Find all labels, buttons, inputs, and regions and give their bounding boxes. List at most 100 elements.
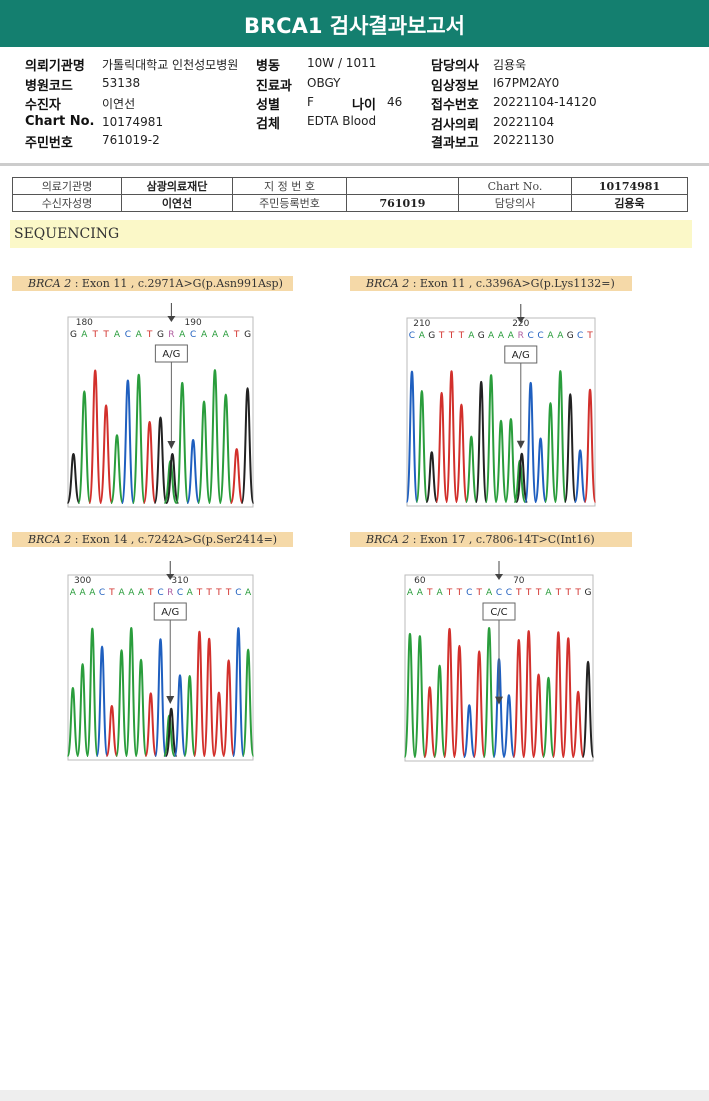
trace-peak [134,658,148,757]
base-letter: A [114,330,121,340]
trace-peak [551,631,565,758]
trace-peak [202,637,216,757]
trace-peak [241,648,255,757]
trace-peak [197,400,212,504]
base-letter: C [577,331,583,341]
base-position: 190 [185,318,202,328]
trace-peak [583,388,597,503]
trace-peak [165,452,180,504]
trace-peak [445,370,458,503]
base-letter: A [81,330,88,340]
trace-peak [573,449,587,503]
base-letter: A [136,330,143,340]
trace-peak [85,627,99,757]
base-position: 70 [513,576,525,586]
base-letter: T [574,588,581,598]
trace-peak [524,381,538,503]
base-letter: C [190,330,196,340]
arrow-head [516,317,525,323]
info-label: 검사의뢰 [431,118,479,133]
base-position: 210 [413,319,430,329]
trace-peak [218,393,233,504]
info-value: I67PM2AY0 [493,76,560,90]
trace-peak [403,632,417,758]
base-position: 300 [74,576,91,586]
info-label: 수진자 [25,98,61,113]
variant: : Exon 14 , c.7242A>G(p.Ser2414=) [71,533,278,546]
info-value: 10174981 [102,115,164,129]
trace-peak [162,714,176,757]
trace-peak [232,627,245,757]
base-letter: A [468,331,475,341]
base-letter: A [486,588,493,598]
cell: 김용욱 [571,194,688,212]
base-letter: A [417,588,424,598]
trace-peak [66,452,81,504]
trace-peak [532,673,546,758]
trace-peak [124,626,138,757]
base-letter: T [196,588,203,598]
base-letter: A [80,588,87,598]
pointer-head [166,696,175,704]
trace-peak [553,370,567,503]
trace-peak [405,370,419,503]
panel-label: BRCA 2 : Exon 17 , c.7806-14T>C(Int16) [350,532,632,547]
base-letter: A [212,330,219,340]
base-letter: T [525,588,532,598]
cell: 이연선 [121,194,233,212]
base-letter: C [235,588,241,598]
info-value: 46 [387,95,403,109]
base-letter: T [215,588,222,598]
trace-peak [76,663,89,757]
base-letter: T [438,331,445,341]
base-letter: G [428,331,435,341]
cell: 수신자성명 [12,194,122,212]
panel-label: BRCA 2 : Exon 11 , c.2971A>G(p.Asn991Asp… [12,276,293,291]
trace-peak [212,691,226,757]
genotype-call: C/C [490,607,507,618]
footer-bar [0,1090,709,1101]
panel-label: BRCA 2 : Exon 14 , c.7242A>G(p.Ser2414=) [12,532,293,547]
trace-peak [464,435,478,503]
trace-peak [109,434,124,504]
base-letter: G [244,330,251,340]
pointer-head [167,441,176,449]
trace-peak [115,649,128,757]
base-letter: T [146,330,153,340]
info-label: 주민번호 [25,136,73,151]
base-letter: C [537,331,543,341]
trace-peak [164,707,178,757]
info-value: 20221130 [493,133,555,147]
genotype-call: A/G [512,350,530,361]
variant: : Exon 11 , c.3396A>G(p.Lys1132=) [409,277,615,290]
gene: BRCA 2 [28,277,72,290]
base-letter: G [567,331,574,341]
trace-peak [454,403,468,503]
info-value: 10W / 1011 [307,56,377,70]
trace-peak [66,687,80,757]
trace-peak [88,369,103,504]
base-letter: A [488,331,495,341]
trace-peak [571,690,585,758]
base-letter: A [557,331,564,341]
base-letter: G [157,330,164,340]
info-value: 20221104 [493,115,555,129]
trace-peak [563,393,577,503]
trace-peak [534,437,548,503]
variant: : Exon 11 , c.2971A>G(p.Asn991Asp) [71,277,283,290]
trace-peak [484,374,498,503]
base-letter: A [179,330,186,340]
base-letter: T [515,588,522,598]
info-value: 김용욱 [493,58,527,72]
arrow-head [495,574,503,580]
base-letter: A [419,331,426,341]
info-label: 병동 [256,59,280,74]
base-letter: T [225,588,232,598]
trace-peak [502,694,516,758]
base-letter: C [157,588,163,598]
info-value: 761019-2 [102,133,160,147]
panel-label: BRCA 2 : Exon 11 , c.3396A>G(p.Lys1132=) [350,276,632,291]
base-letter: A [89,588,96,598]
base-letter: T [426,588,433,598]
base-letter: T [108,588,115,598]
